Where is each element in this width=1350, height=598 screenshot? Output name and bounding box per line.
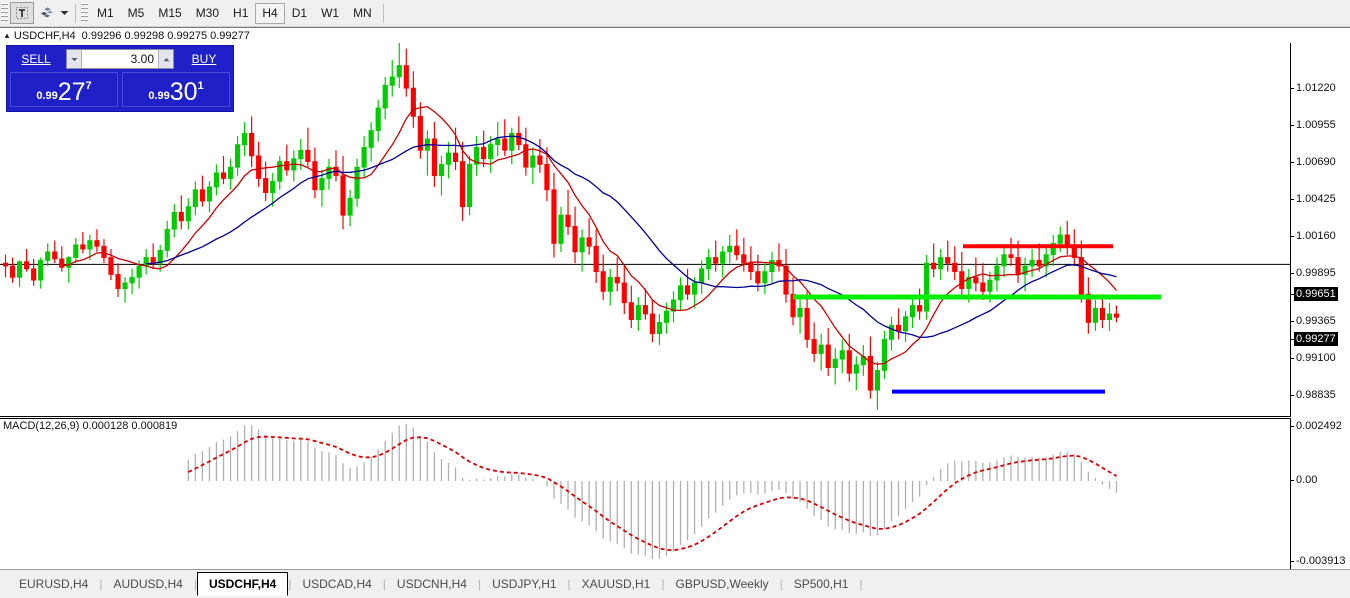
price-tick xyxy=(1291,273,1294,274)
toolbar-grip-icon[interactable] xyxy=(1,3,8,23)
volume-input[interactable]: 3.00 xyxy=(130,52,154,66)
macd-tick xyxy=(1291,561,1294,562)
timeframe-button-h1[interactable]: H1 xyxy=(233,6,249,20)
macd-tick xyxy=(1291,480,1294,481)
timeframe-grip-icon[interactable] xyxy=(81,3,88,23)
trade-panel-top-row: SELL 3.00 BUY xyxy=(7,46,233,72)
tab-separator: | xyxy=(382,577,386,591)
dropdown-arrow-icon[interactable] xyxy=(58,2,71,24)
timeframe-button-d1[interactable]: D1 xyxy=(291,6,308,20)
timeframe-button-m1[interactable]: M1 xyxy=(97,6,114,20)
price-tick xyxy=(1291,339,1294,340)
price-label: 1.00955 xyxy=(1296,119,1336,131)
price-label: 1.00160 xyxy=(1296,230,1336,242)
price-label-highlighted: 0.99277 xyxy=(1294,332,1338,346)
toolbar-divider xyxy=(75,3,76,23)
macd-plot xyxy=(187,423,1118,559)
tab-separator: | xyxy=(779,577,783,591)
timeframe-button-m15[interactable]: M15 xyxy=(158,6,182,20)
chart-tab-gbpusd-weekly[interactable]: GBPUSD,Weekly xyxy=(675,577,769,591)
price-tick xyxy=(1291,358,1294,359)
candlestick-plot xyxy=(0,43,1290,410)
templates-icon[interactable] xyxy=(34,2,58,24)
trade-panel-prices: 0.99 27 7 0.99 30 1 xyxy=(7,72,233,110)
timeframe-button-m30[interactable]: M30 xyxy=(195,6,220,20)
ohlc-values: 0.99296 0.99298 0.99275 0.99277 xyxy=(81,29,250,42)
toolbar-divider-2 xyxy=(382,3,384,23)
sell-price-main: 27 xyxy=(57,78,86,106)
symbol-ohlc-bar: ▲ USDCHF,H4 0.99296 0.99298 0.99275 0.99… xyxy=(0,28,1290,43)
sell-button[interactable]: SELL xyxy=(21,52,51,66)
chart-tab-xauusd-h1[interactable]: XAUUSD,H1 xyxy=(581,577,651,591)
one-click-trading-panel[interactable]: SELL 3.00 BUY 0.99 27 7 xyxy=(6,45,234,112)
sell-price-prefix: 0.99 xyxy=(36,90,58,102)
volume-stepper[interactable]: 3.00 xyxy=(66,49,174,69)
volume-increment-icon[interactable] xyxy=(158,50,173,68)
chart-tab-usdcad-h4[interactable]: USDCAD,H4 xyxy=(302,577,372,591)
sell-price-point: 7 xyxy=(85,80,92,92)
sell-price-block[interactable]: 0.99 27 7 xyxy=(10,72,118,107)
price-tick xyxy=(1291,88,1294,89)
price-label: 0.99365 xyxy=(1296,315,1336,327)
chart-area[interactable]: ▲ USDCHF,H4 0.99296 0.99298 0.99275 0.99… xyxy=(0,27,1350,593)
buy-price-block[interactable]: 0.99 30 1 xyxy=(122,72,230,107)
macd-label: 0.00 xyxy=(1296,474,1318,486)
timeframe-button-m5[interactable]: M5 xyxy=(127,6,145,20)
chart-tab-sp500-h1[interactable]: SP500,H1 xyxy=(793,577,849,591)
price-tick xyxy=(1291,162,1294,163)
chart-tab-audusd-h4[interactable]: AUDUSD,H4 xyxy=(113,577,183,591)
tab-separator: | xyxy=(661,577,665,591)
buy-price-prefix: 0.99 xyxy=(148,90,170,102)
timeframe-group: M1 M5 M15 M30 H1 H4 D1 W1 MN xyxy=(90,2,379,24)
price-label: 0.98835 xyxy=(1296,389,1336,401)
price-label: 1.00690 xyxy=(1296,156,1336,168)
tab-separator: | xyxy=(99,577,103,591)
timeframe-button-h4[interactable]: H4 xyxy=(255,2,285,24)
buy-button[interactable]: BUY xyxy=(191,52,217,66)
chart-symbol-label: USDCHF,H4 xyxy=(13,29,76,42)
price-label: 0.99100 xyxy=(1296,352,1336,364)
chart-tab-usdjpy-h1[interactable]: USDJPY,H1 xyxy=(492,577,557,591)
price-tick xyxy=(1291,236,1294,237)
price-tick xyxy=(1291,294,1294,295)
timeframe-button-w1[interactable]: W1 xyxy=(321,6,340,20)
tab-separator: | xyxy=(193,577,197,591)
price-label: 0.99895 xyxy=(1296,267,1336,279)
tab-separator: | xyxy=(859,577,863,591)
buy-price-main: 30 xyxy=(169,78,198,106)
price-tick xyxy=(1291,125,1294,126)
volume-decrement-icon[interactable] xyxy=(67,50,82,68)
macd-axis[interactable]: 0.002492 0.00 -0.003913 xyxy=(1290,418,1350,570)
macd-label: -0.003913 xyxy=(1296,555,1346,567)
price-label: 1.00425 xyxy=(1296,193,1336,205)
chart-tab-eurusd-h4[interactable]: EURUSD,H4 xyxy=(19,577,89,591)
chart-tab-bar: EURUSD,H4 | AUDUSD,H4 | USDCHF,H4 | USDCAD,H4 |… xyxy=(0,569,1350,598)
price-label: 1.01220 xyxy=(1296,82,1336,94)
collapse-caret-icon[interactable]: ▲ xyxy=(3,30,11,40)
chart-tab-usdchf-h4[interactable]: USDCHF,H4 xyxy=(196,572,289,596)
tab-separator: | xyxy=(288,577,292,591)
tab-separator: | xyxy=(477,577,482,591)
cursor-icon[interactable] xyxy=(10,2,34,24)
price-tick xyxy=(1291,199,1294,200)
main-toolbar: M1 M5 M15 M30 H1 H4 D1 W1 MN xyxy=(0,0,1350,27)
timeframe-button-mn[interactable]: MN xyxy=(353,6,372,20)
macd-pane[interactable]: MACD(12,26,9) 0.000128 0.000819 xyxy=(0,418,1290,570)
chart-tab-usdcnh-h4[interactable]: USDCNH,H4 xyxy=(396,577,467,591)
macd-indicator-label: MACD(12,26,9) 0.000128 0.000819 xyxy=(3,420,178,432)
price-label-highlighted: 0.99651 xyxy=(1294,287,1338,301)
macd-label: 0.002492 xyxy=(1296,420,1342,432)
tab-separator: | xyxy=(567,577,571,591)
buy-price-point: 1 xyxy=(197,80,204,92)
macd-tick xyxy=(1291,426,1294,427)
price-tick xyxy=(1291,321,1294,322)
price-axis[interactable]: 1.01220 1.00955 1.00690 1.00425 1.00160 0.998… xyxy=(1290,43,1350,434)
price-tick xyxy=(1291,395,1294,396)
